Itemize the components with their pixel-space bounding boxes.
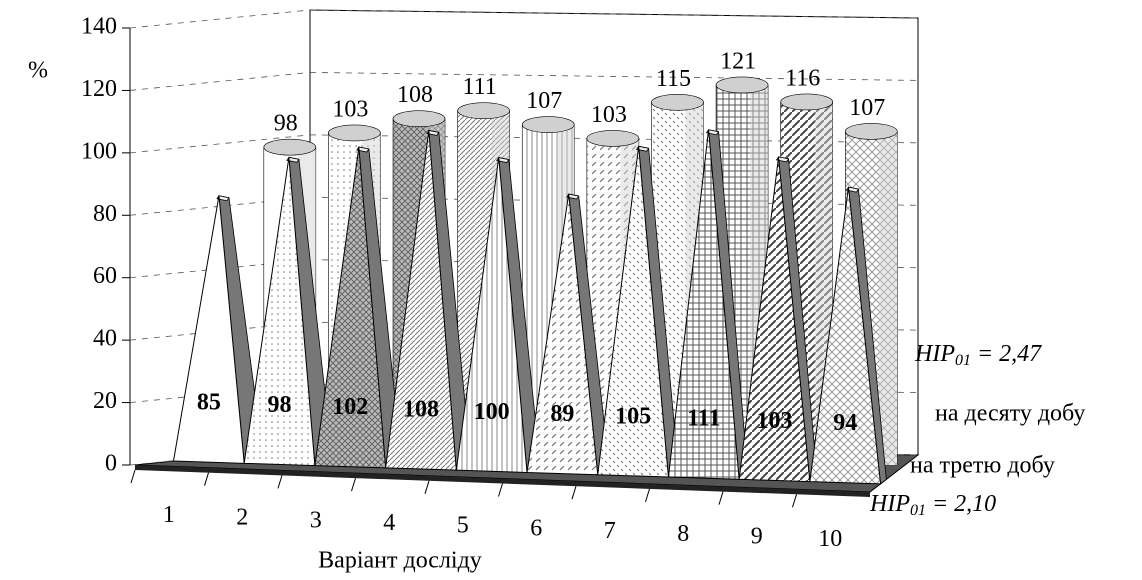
pyramid xyxy=(385,130,457,471)
data-label: 100 xyxy=(474,399,510,425)
x-tick-label: 10 xyxy=(818,526,842,552)
x-tick-mark xyxy=(792,494,797,508)
x-tick-mark xyxy=(571,486,577,500)
x-tick-label: 1 xyxy=(163,502,175,528)
cylinder-top xyxy=(844,123,898,140)
legend-entry: на десяту добу xyxy=(935,401,1085,427)
data-label: 111 xyxy=(687,406,720,432)
y-tick-label: 80 xyxy=(93,201,117,227)
cylinder-top xyxy=(521,116,575,133)
cylinder-top xyxy=(651,94,704,111)
pyramid xyxy=(455,157,528,473)
pyramid xyxy=(667,129,740,480)
cylinder-top xyxy=(263,138,317,156)
cylinder-top xyxy=(780,93,833,111)
pyramid xyxy=(172,195,245,464)
grid-line xyxy=(129,72,311,91)
pyramid-top xyxy=(426,129,440,136)
grid-line xyxy=(309,9,919,19)
data-label: 105 xyxy=(615,403,651,429)
x-tick-mark xyxy=(718,491,724,505)
legend-entry: на третю добу xyxy=(910,453,1055,479)
x-tick-mark xyxy=(645,488,650,503)
cylinder-top xyxy=(586,130,640,147)
annotation-suffix: = 2,10 xyxy=(926,491,996,517)
pyramid-top xyxy=(635,145,650,152)
data-label: 103 xyxy=(332,96,368,122)
pyramid-top xyxy=(566,193,580,200)
annotation-text: HIP xyxy=(869,491,910,517)
data-label: 98 xyxy=(268,392,292,418)
cylinder-shade xyxy=(879,131,898,466)
pyramid xyxy=(738,156,811,483)
data-label: 107 xyxy=(526,88,562,114)
pyramid-top xyxy=(845,186,860,193)
annotation-subscript: 01 xyxy=(910,502,926,519)
data-label: 94 xyxy=(833,410,857,436)
annotation: HIP01 = 2,47 xyxy=(914,341,1042,369)
y-tick-label: 140 xyxy=(81,14,117,40)
cylinder-top xyxy=(328,124,381,142)
y-tick-label: 0 xyxy=(105,451,117,477)
pyramid xyxy=(314,146,387,469)
data-label: 116 xyxy=(785,65,820,91)
data-label: 103 xyxy=(591,102,627,128)
annotation-suffix: = 2,47 xyxy=(971,341,1042,367)
x-tick-label: 5 xyxy=(457,513,469,539)
x-tick-label: 8 xyxy=(677,521,689,547)
x-tick-label: 9 xyxy=(751,523,763,549)
floor-edge xyxy=(135,465,870,497)
x-tick-label: 4 xyxy=(383,510,395,536)
x-tick-mark xyxy=(351,477,356,492)
pyramid xyxy=(526,194,599,476)
x-tick-label: 3 xyxy=(310,507,322,533)
data-label: 85 xyxy=(197,390,221,416)
data-label: 108 xyxy=(397,82,433,108)
x-tick-mark xyxy=(130,469,136,484)
pyramid xyxy=(597,146,669,478)
cylinder-top xyxy=(457,102,510,120)
pyramid xyxy=(243,157,316,467)
pyramid-top xyxy=(356,146,370,153)
x-tick-mark xyxy=(424,480,430,494)
x-tick-mark xyxy=(277,475,283,489)
grid-line xyxy=(309,72,919,81)
y-tick-label: 20 xyxy=(93,388,117,414)
pyramid-top xyxy=(496,157,510,164)
y-tick-label: 120 xyxy=(81,76,117,102)
y-tick-label: 100 xyxy=(81,138,117,164)
data-label: 103 xyxy=(757,408,793,434)
x-tick-label: 6 xyxy=(530,515,542,541)
x-tick-mark xyxy=(498,483,503,497)
x-axis-label: Варіант досліду xyxy=(318,548,482,574)
data-label: 98 xyxy=(274,111,298,137)
pyramid-top xyxy=(286,156,300,163)
cylinder-top xyxy=(715,76,769,94)
pyramid xyxy=(809,187,882,485)
data-label: 111 xyxy=(463,74,497,100)
y-tick-label: 60 xyxy=(93,263,117,289)
x-tick-label: 2 xyxy=(236,505,248,531)
y-tick-label: 40 xyxy=(93,326,117,352)
x-tick-mark xyxy=(204,472,209,486)
annotation: HIP01 = 2,10 xyxy=(869,491,996,519)
data-label: 121 xyxy=(720,48,756,74)
data-label: 115 xyxy=(656,66,691,92)
grid-line xyxy=(129,9,311,29)
pyramid-top xyxy=(775,156,790,163)
data-label: 102 xyxy=(332,394,368,420)
x-tick-label: 7 xyxy=(604,518,616,544)
cylinder-top xyxy=(392,110,446,128)
pyramid-top xyxy=(216,195,230,202)
annotation-subscript: 01 xyxy=(955,352,971,369)
y-axis-label: % xyxy=(28,58,48,84)
data-label: 89 xyxy=(550,401,574,427)
data-label: 107 xyxy=(849,95,885,121)
data-label: 108 xyxy=(403,397,439,423)
pyramid-top xyxy=(705,129,720,136)
annotation-text: HIP xyxy=(914,341,955,367)
